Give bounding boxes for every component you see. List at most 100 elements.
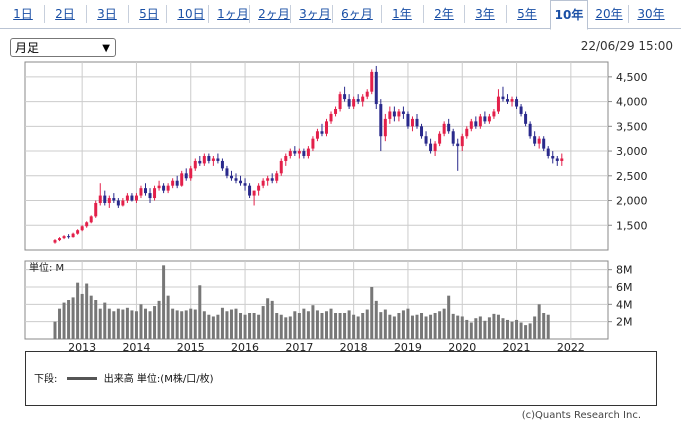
candle-body — [216, 158, 220, 161]
tab-3ヶ月[interactable]: 3ヶ月 — [299, 7, 331, 21]
candle-body — [144, 188, 147, 194]
candle-body — [433, 143, 437, 152]
candle-body — [202, 156, 206, 164]
volume-bar — [229, 309, 233, 339]
volume-bar — [180, 311, 184, 339]
tab-3年[interactable]: 3年 — [475, 7, 495, 21]
volume-bar — [478, 316, 482, 339]
volume-bar — [144, 308, 147, 339]
interval-select[interactable]: 月足 ▼ — [10, 38, 116, 57]
volume-bar — [528, 323, 532, 339]
candle-body — [139, 188, 143, 196]
volume-bar — [252, 313, 256, 339]
volume-bar — [347, 310, 351, 339]
volume-bar — [80, 293, 84, 339]
legend-prefix: 下段: — [34, 374, 58, 385]
period-tabs: 1日 2日 3日 5日 10日 1ヶ月 2ヶ月 3ヶ月 6ヶ月 1年 2年 3年 5年 10年 20年 30年 — [0, 0, 681, 30]
candle-body — [474, 121, 478, 127]
price-tick-label: 3,000 — [616, 145, 648, 158]
x-tick-label: 2022 — [557, 341, 585, 354]
volume-bar — [297, 313, 301, 339]
volume-bar — [193, 309, 197, 339]
tab-3日[interactable]: 3日 — [97, 7, 117, 21]
volume-bar — [279, 314, 283, 339]
tab-2日[interactable]: 2日 — [55, 7, 75, 21]
volume-bar — [243, 314, 247, 339]
tab-1日[interactable]: 1日 — [13, 7, 33, 21]
volume-bar — [401, 310, 405, 339]
candle-body — [338, 94, 342, 109]
candle-body — [302, 151, 306, 156]
candle-body — [107, 198, 111, 203]
volume-bar — [474, 318, 478, 339]
legend-volume-label: 出来高 単位:(M株/口/枚) — [103, 374, 214, 385]
candle-body — [401, 111, 405, 114]
price-tick-label: 4,000 — [616, 96, 648, 109]
x-tick-label: 2021 — [503, 341, 531, 354]
volume-bar — [162, 265, 166, 339]
price-tick-label: 3,500 — [616, 120, 648, 133]
tab-separator — [166, 5, 167, 23]
candle-body — [71, 233, 75, 238]
tab-1ヶ月[interactable]: 1ヶ月 — [217, 7, 249, 21]
candle-body — [546, 148, 550, 156]
volume-bar — [356, 316, 360, 339]
volume-bar — [125, 307, 129, 339]
x-tick-label: 2015 — [177, 341, 205, 354]
tab-separator — [332, 5, 333, 23]
candle-body — [288, 151, 292, 156]
tab-5年[interactable]: 5年 — [517, 7, 537, 21]
volume-bar — [410, 315, 414, 339]
tab-2ヶ月[interactable]: 2ヶ月 — [258, 7, 290, 21]
volume-tick-label: 8M — [616, 264, 633, 277]
volume-bar — [506, 319, 509, 339]
candle-body — [270, 178, 274, 181]
volume-bar — [392, 316, 396, 339]
candle-body — [374, 71, 378, 105]
candle-body — [406, 113, 410, 127]
candle-body — [325, 121, 328, 134]
volume-bar — [184, 310, 188, 339]
tab-1年[interactable]: 1年 — [392, 7, 412, 21]
volume-bar — [257, 314, 261, 339]
tab-5日[interactable]: 5日 — [139, 7, 159, 21]
x-tick-label: 2019 — [394, 341, 422, 354]
volume-bar — [171, 308, 175, 339]
volume-bar — [397, 313, 401, 339]
candle-body — [266, 178, 270, 181]
volume-bar — [166, 295, 170, 339]
candle-body — [153, 188, 157, 199]
volume-bar — [270, 300, 274, 339]
candle-body — [243, 183, 247, 186]
tab-10日[interactable]: 10日 — [177, 7, 205, 21]
volume-bar — [388, 314, 392, 339]
tab-30年[interactable]: 30年 — [637, 7, 665, 21]
tab-6ヶ月[interactable]: 6ヶ月 — [341, 7, 373, 21]
candle-body — [537, 138, 541, 144]
candle-body — [551, 156, 555, 159]
candle-body — [239, 180, 243, 184]
tab-2年[interactable]: 2年 — [434, 7, 454, 21]
candle-body — [501, 96, 505, 100]
candle-body — [392, 111, 396, 117]
volume-bar — [429, 314, 433, 339]
volume-bar — [288, 316, 292, 339]
volume-bar — [542, 313, 546, 339]
volume-bar — [89, 295, 93, 339]
volume-bar — [365, 309, 369, 339]
x-tick-label: 2014 — [122, 341, 150, 354]
volume-bar — [420, 313, 424, 339]
copyright: (c)Quants Research Inc. — [521, 410, 641, 421]
candle-body — [352, 99, 356, 107]
volume-bar — [374, 300, 378, 339]
candle-body — [410, 118, 414, 127]
candle-body — [175, 180, 179, 186]
volume-bar — [451, 313, 455, 339]
volume-bar — [175, 310, 179, 339]
candle-body — [148, 193, 152, 199]
candle-body — [112, 198, 116, 201]
tab-20年[interactable]: 20年 — [595, 7, 623, 21]
candle-body — [496, 96, 500, 112]
volume-bar — [361, 313, 365, 339]
tab-10年[interactable]: 10年 — [550, 0, 588, 30]
